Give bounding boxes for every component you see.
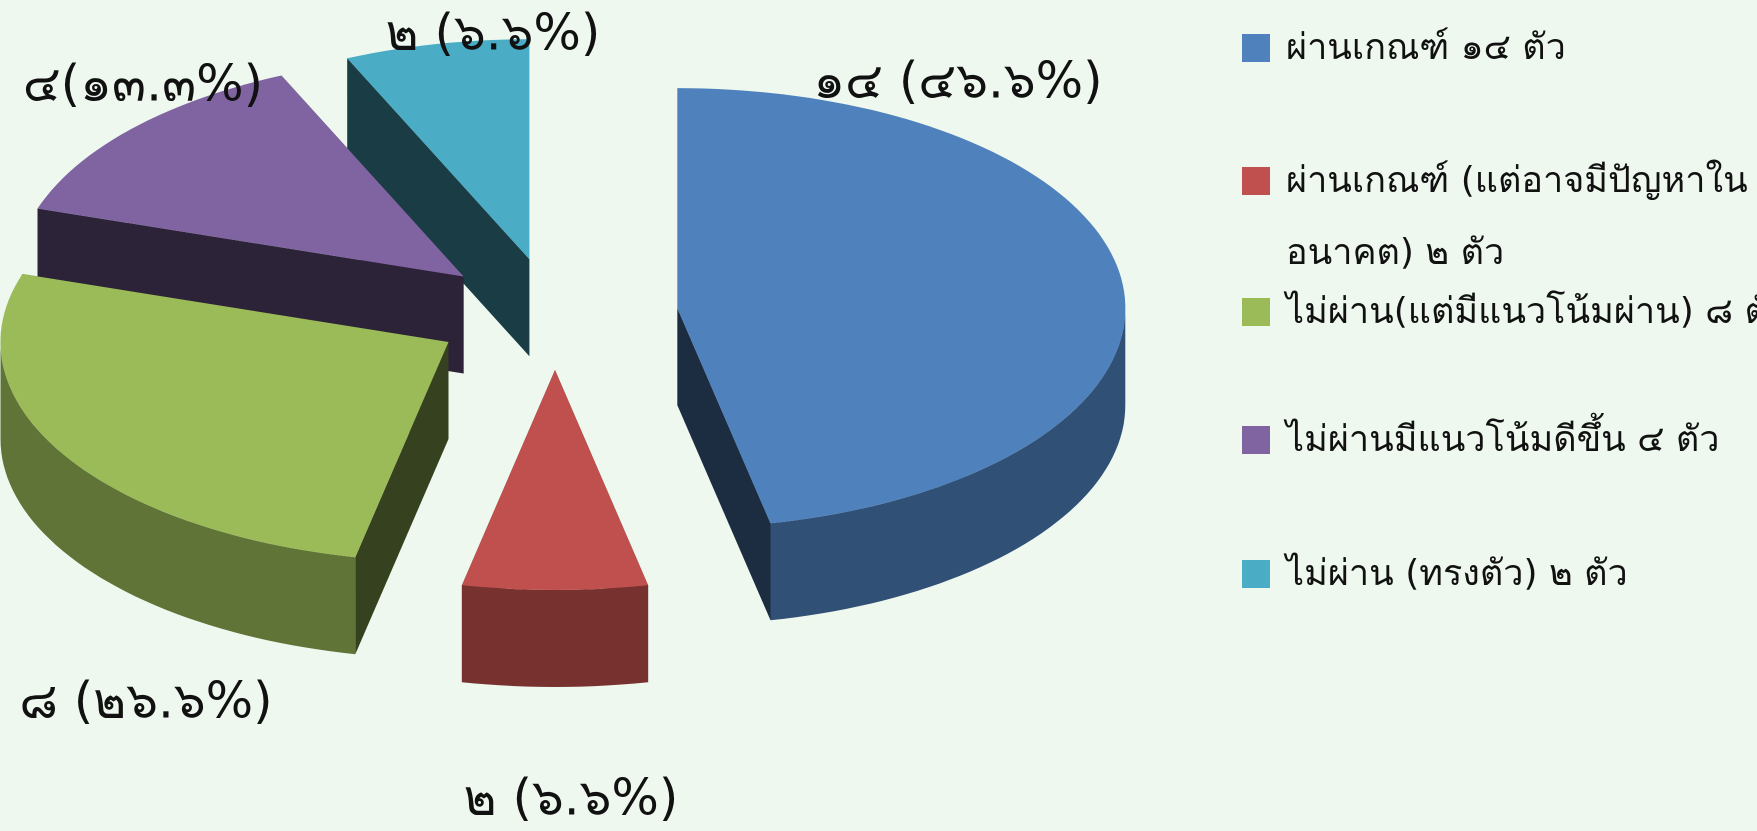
legend-swatch xyxy=(1242,426,1270,454)
legend-label: ผ่านเกณฑ์ ๑๔ ตัว xyxy=(1286,12,1566,84)
data-label: ๑๔ (๔๖.๖%) xyxy=(813,52,1102,110)
data-label: ๒ (๖.๖%) xyxy=(386,4,601,62)
legend-swatch xyxy=(1242,34,1270,62)
slice-side xyxy=(462,585,648,687)
data-label: ๘ (๒๖.๖%) xyxy=(19,672,272,730)
legend-label: ผ่านเกณฑ์ (แต่อาจมีปัญหาในอนาคต) ๒ ตัว xyxy=(1286,145,1756,289)
legend-item: ไม่ผ่านมีแนวโน้มดีขึ้น ๔ ตัว xyxy=(1242,404,1720,476)
slice xyxy=(462,370,648,687)
legend-item: ไม่ผ่าน(แต่มีแนวโน้มผ่าน) ๘ ตัว xyxy=(1242,276,1757,348)
data-label: ๔(๑๓.๓%) xyxy=(23,55,263,113)
page: ๑๔ (๔๖.๖%) ๒ (๖.๖%) ๘ (๒๖.๖%) ๔(๑๓.๓%) ๒ (๖.… xyxy=(0,0,1757,831)
legend-item: ผ่านเกณฑ์ ๑๔ ตัว xyxy=(1242,12,1566,84)
slice xyxy=(462,370,648,590)
legend-item: ไม่ผ่าน (ทรงตัว) ๒ ตัว xyxy=(1242,538,1628,610)
legend-label: ไม่ผ่าน (ทรงตัว) ๒ ตัว xyxy=(1286,538,1628,610)
legend-swatch xyxy=(1242,298,1270,326)
legend-swatch xyxy=(1242,167,1270,195)
legend-label: ไม่ผ่านมีแนวโน้มดีขึ้น ๔ ตัว xyxy=(1286,404,1720,476)
legend-swatch xyxy=(1242,560,1270,588)
data-label: ๒ (๖.๖%) xyxy=(464,769,679,827)
slice xyxy=(677,88,1125,620)
legend-label: ไม่ผ่าน(แต่มีแนวโน้มผ่าน) ๘ ตัว xyxy=(1286,276,1757,348)
legend-item: ผ่านเกณฑ์ (แต่อาจมีปัญหาในอนาคต) ๒ ตัว xyxy=(1242,145,1756,289)
